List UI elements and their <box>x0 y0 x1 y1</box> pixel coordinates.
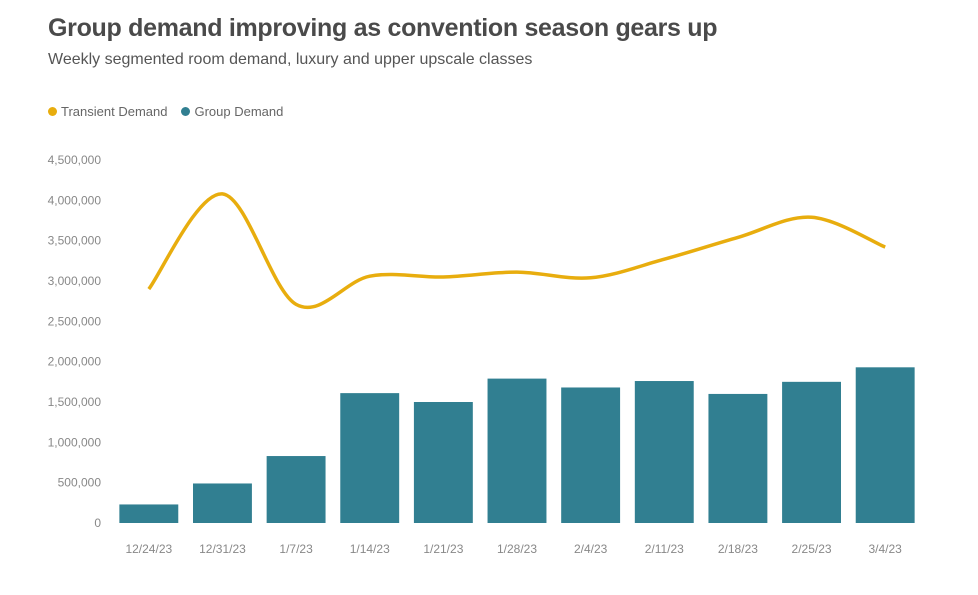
group-demand-bars <box>119 367 915 523</box>
x-tick-label: 1/7/23 <box>279 542 313 556</box>
group-demand-bar[interactable] <box>855 367 915 523</box>
chart-subtitle: Weekly segmented room demand, luxury and… <box>48 51 533 68</box>
x-tick-label: 2/18/23 <box>718 542 758 556</box>
x-tick-label: 12/31/23 <box>199 542 246 556</box>
y-tick-label: 1,500,000 <box>48 395 102 409</box>
group-demand-bar[interactable] <box>634 381 694 523</box>
group-demand-bar[interactable] <box>708 393 768 523</box>
legend-label-group: Group Demand <box>194 104 284 119</box>
group-demand-bar[interactable] <box>413 402 473 523</box>
group-demand-bar[interactable] <box>561 387 621 523</box>
x-tick-label: 3/4/23 <box>868 542 902 556</box>
legend-marker-transient <box>48 107 57 116</box>
x-tick-label: 1/28/23 <box>497 542 537 556</box>
chart-title: Group demand improving as convention sea… <box>48 14 718 42</box>
x-tick-label: 2/11/23 <box>645 542 684 556</box>
group-demand-bar[interactable] <box>340 393 400 523</box>
y-tick-label: 1,000,000 <box>48 435 102 449</box>
x-axis: 12/24/23 12/31/23 1/7/23 1/14/23 1/21/23 1/28… <box>125 542 902 556</box>
group-demand-bar[interactable] <box>193 483 252 523</box>
y-tick-label: 4,500,000 <box>48 153 102 167</box>
y-tick-label: 500,000 <box>58 476 102 490</box>
group-demand-bar[interactable] <box>266 456 326 523</box>
legend-label-transient: Transient Demand <box>61 104 168 119</box>
y-tick-label: 4,000,000 <box>48 193 102 207</box>
x-tick-label: 1/14/23 <box>350 542 390 556</box>
x-tick-label: 1/21/23 <box>423 542 463 556</box>
group-demand-bar[interactable] <box>487 378 547 523</box>
legend-marker-group <box>181 107 191 116</box>
group-demand-bar[interactable] <box>119 504 179 523</box>
x-tick-label: 12/24/23 <box>125 542 172 556</box>
x-tick-label: 2/25/23 <box>792 542 832 556</box>
group-demand-bar[interactable] <box>782 381 841 523</box>
y-tick-label: 0 <box>94 516 101 530</box>
y-axis: 0 500,000 1,000,000 1,500,000 2,000,000 2,500… <box>48 153 102 530</box>
transient-demand-line <box>147 192 886 309</box>
x-tick-label: 2/4/23 <box>574 542 608 556</box>
legend-item-group[interactable]: Group Demand <box>181 104 283 119</box>
y-tick-label: 2,500,000 <box>48 314 102 328</box>
y-tick-label: 3,000,000 <box>48 274 102 288</box>
y-tick-label: 2,000,000 <box>48 355 102 369</box>
transient-demand-line-path[interactable] <box>147 192 886 309</box>
legend-item-transient[interactable]: Transient Demand <box>48 104 167 119</box>
y-tick-label: 3,500,000 <box>48 234 102 248</box>
chart-legend: Transient Demand Group Demand <box>48 104 283 119</box>
